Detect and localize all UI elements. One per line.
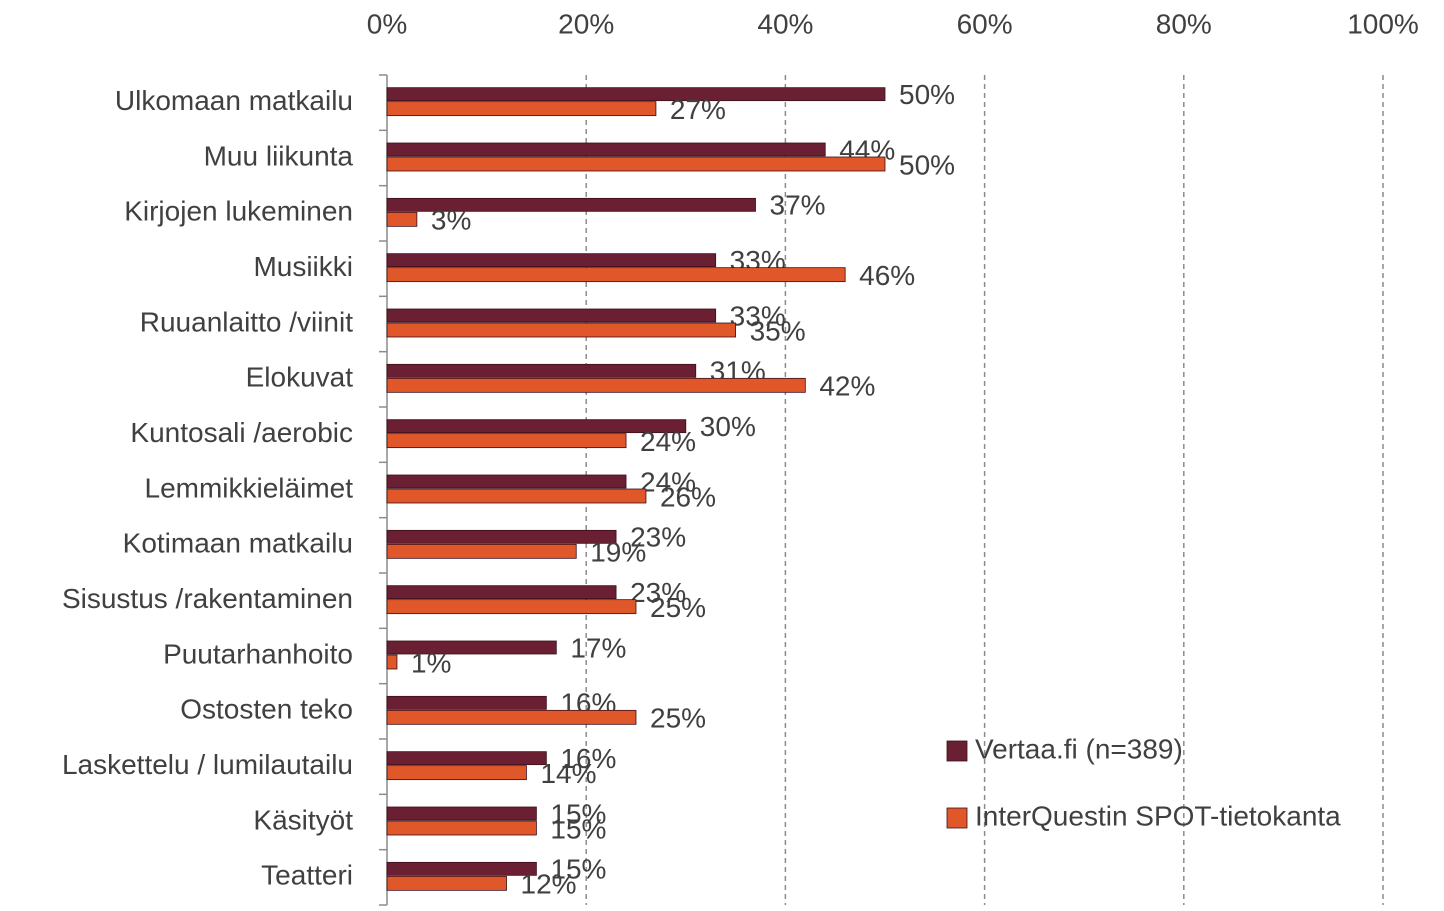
y-tick-label: Sisustus /rakentaminen xyxy=(62,583,353,614)
x-tick-label: 40% xyxy=(757,8,813,39)
data-label: 35% xyxy=(750,315,806,346)
data-label: 30% xyxy=(700,411,756,442)
y-tick-label: Ostosten teko xyxy=(180,694,353,725)
bar xyxy=(386,709,637,725)
data-label: 23% xyxy=(630,522,686,553)
bar xyxy=(386,433,627,449)
data-label: 42% xyxy=(819,371,875,402)
data-label: 15% xyxy=(550,798,606,829)
bar xyxy=(386,101,657,117)
y-tick-label: Musiikki xyxy=(253,251,353,282)
data-label: 37% xyxy=(770,190,826,221)
data-label: 15% xyxy=(550,813,606,844)
data-label: 26% xyxy=(660,481,716,512)
x-tick-label: 60% xyxy=(957,8,1013,39)
bar xyxy=(386,599,637,615)
bar xyxy=(386,322,737,338)
bar xyxy=(386,695,547,710)
data-label: 24% xyxy=(640,426,696,457)
data-label: 17% xyxy=(570,632,626,663)
data-label: 3% xyxy=(431,205,471,236)
bar xyxy=(386,875,507,891)
bar xyxy=(386,488,647,504)
bar xyxy=(386,211,418,227)
data-label: 50% xyxy=(899,79,955,110)
bar xyxy=(386,654,398,670)
bar xyxy=(386,142,826,157)
bar xyxy=(386,585,617,600)
bar xyxy=(386,156,886,172)
data-label: 25% xyxy=(650,592,706,623)
y-tick-label: Elokuvat xyxy=(246,362,354,393)
data-label: 19% xyxy=(590,537,646,568)
x-tick-label: 0% xyxy=(367,8,407,39)
bar xyxy=(386,820,537,836)
bar xyxy=(386,529,617,544)
bar xyxy=(386,308,717,323)
bar xyxy=(386,267,846,283)
bar xyxy=(386,765,527,781)
x-tick-label: 80% xyxy=(1156,8,1212,39)
bar xyxy=(386,197,756,212)
bar xyxy=(386,543,577,559)
x-tick-label: 20% xyxy=(558,8,614,39)
legend-swatch xyxy=(946,740,968,762)
y-tick-label: Kirjojen lukeminen xyxy=(124,196,353,227)
bar xyxy=(386,806,537,821)
data-label: 23% xyxy=(630,577,686,608)
y-tick-label: Ruuanlaitto /viinit xyxy=(140,306,353,337)
data-label: 25% xyxy=(650,703,706,734)
y-tick-label: Muu liikunta xyxy=(204,140,354,171)
data-label: 33% xyxy=(730,300,786,331)
x-tick-label: 100% xyxy=(1347,8,1419,39)
data-label: 24% xyxy=(640,466,696,497)
y-tick-label: Teatteri xyxy=(261,860,353,891)
data-label: 16% xyxy=(560,743,616,774)
bar xyxy=(386,419,687,434)
data-label: 1% xyxy=(411,647,451,678)
data-label: 50% xyxy=(899,149,955,180)
data-label: 14% xyxy=(540,758,596,789)
data-label: 15% xyxy=(550,854,606,885)
legend-swatch xyxy=(946,807,968,829)
bar xyxy=(386,474,627,489)
bar xyxy=(386,751,547,766)
y-tick-label: Kotimaan matkailu xyxy=(123,528,353,559)
bar xyxy=(386,861,537,876)
y-tick-label: Kuntosali /aerobic xyxy=(130,417,353,448)
data-label: 46% xyxy=(859,260,915,291)
bar xyxy=(386,363,697,378)
bar xyxy=(386,640,557,655)
data-label: 27% xyxy=(670,94,726,125)
data-label: 12% xyxy=(521,869,577,900)
y-tick-label: Ulkomaan matkailu xyxy=(115,85,353,116)
y-tick-label: Lemmikkieläimet xyxy=(145,472,354,503)
y-tick-label: Käsityöt xyxy=(253,804,353,835)
y-tick-label: Puutarhanhoito xyxy=(163,638,353,669)
bar xyxy=(386,377,806,393)
legend-label: InterQuestin SPOT-tietokanta xyxy=(975,800,1341,831)
bar xyxy=(386,87,886,102)
y-tick-label: Laskettelu / lumilautailu xyxy=(62,749,353,780)
legend-label: Vertaa.fi (n=389) xyxy=(975,733,1183,764)
bar xyxy=(386,253,717,268)
